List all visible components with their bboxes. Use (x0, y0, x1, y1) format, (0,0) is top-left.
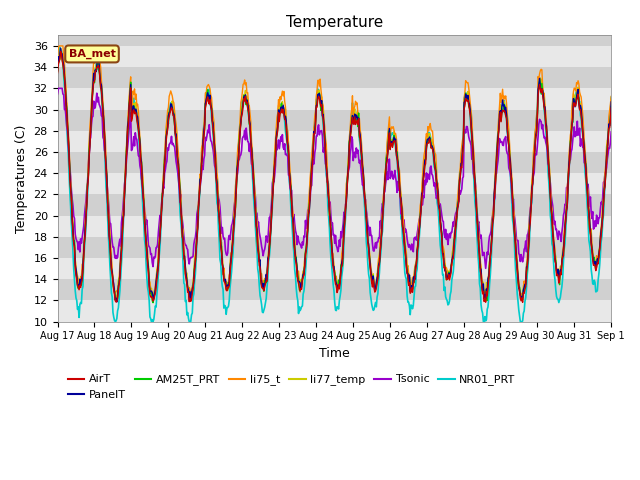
Bar (58, 152, 611, 173)
Title: Temperature: Temperature (285, 15, 383, 30)
Y-axis label: Temperatures (C): Temperatures (C) (15, 124, 28, 233)
Text: BA_met: BA_met (68, 49, 115, 59)
Bar (58, 279, 611, 300)
Legend: AirT, PanelT, AM25T_PRT, li75_t, li77_temp, Tsonic, NR01_PRT: AirT, PanelT, AM25T_PRT, li75_t, li77_te… (63, 370, 520, 405)
Bar (58, 131, 611, 152)
Bar (58, 46, 611, 67)
Bar (58, 173, 611, 194)
Bar (58, 109, 611, 131)
Bar (58, 216, 611, 237)
Bar (58, 300, 611, 322)
Bar (58, 194, 611, 216)
Bar (58, 258, 611, 279)
Bar (58, 67, 611, 88)
Bar (58, 88, 611, 109)
Bar (58, 237, 611, 258)
X-axis label: Time: Time (319, 347, 349, 360)
